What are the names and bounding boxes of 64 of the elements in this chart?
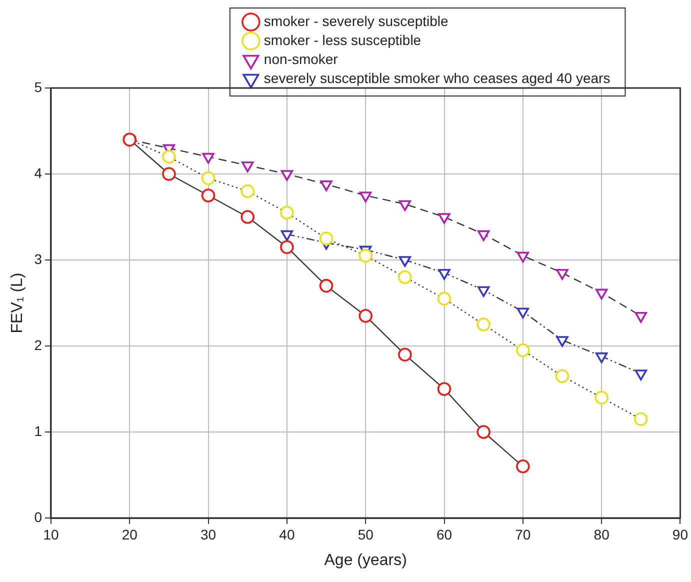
point: [201, 171, 216, 186]
point: [595, 352, 608, 364]
x-tick-label: 50: [358, 526, 374, 542]
point: [162, 167, 176, 181]
point: [280, 170, 294, 181]
point: [202, 152, 214, 164]
point: [358, 309, 372, 323]
x-tick-label: 70: [515, 526, 531, 542]
point: [320, 180, 332, 192]
x-tick-label: 40: [279, 526, 295, 542]
point: [634, 370, 647, 380]
point: [201, 188, 216, 202]
x-tick-label: 60: [436, 526, 452, 542]
x-tick-label: 90: [672, 526, 688, 542]
y-tick-label: 0: [34, 508, 42, 525]
point: [398, 348, 412, 362]
point: [477, 230, 490, 242]
point: [476, 425, 490, 439]
point: [477, 286, 490, 297]
point: [242, 162, 254, 172]
point: [634, 412, 648, 426]
point: [438, 269, 450, 280]
point: [516, 460, 530, 474]
point: [438, 213, 450, 224]
point: [516, 252, 530, 263]
point: [476, 318, 490, 332]
point: [556, 269, 568, 280]
legend-label: smoker - severely susceptible: [264, 12, 449, 29]
y-tick-label: 2: [34, 336, 42, 353]
point: [319, 232, 334, 246]
point: [398, 270, 412, 284]
legend-label: smoker - less susceptible: [264, 32, 422, 48]
point: [360, 192, 372, 202]
y-tick-label: 3: [34, 250, 42, 267]
point: [162, 150, 176, 164]
point: [555, 369, 570, 383]
point: [634, 312, 647, 323]
point: [280, 206, 294, 220]
point: [240, 184, 255, 198]
point: [240, 210, 255, 224]
point: [516, 343, 530, 358]
point: [594, 390, 608, 404]
x-tick-label: 20: [122, 526, 138, 542]
point: [319, 278, 334, 293]
point: [398, 200, 412, 211]
point: [437, 292, 452, 306]
x-tick-label: 30: [200, 526, 216, 542]
x-axis-title: Age (years): [324, 552, 407, 569]
y-tick-label: 5: [34, 78, 42, 95]
legend-label: non-smoker: [264, 50, 338, 67]
point: [516, 308, 530, 318]
point: [280, 240, 294, 254]
y-tick-label: 1: [34, 422, 42, 439]
point: [358, 248, 372, 263]
x-tick-label: 10: [43, 526, 59, 542]
point: [398, 256, 412, 267]
y-tick-label: 4: [34, 164, 42, 181]
legend-label: severely susceptible smoker who ceases aged 40 years: [264, 70, 610, 86]
point: [280, 230, 294, 242]
point: [437, 382, 452, 396]
y-axis-title: FEV₁ (L): [9, 272, 26, 334]
x-tick-label: 80: [594, 526, 610, 542]
point: [556, 336, 568, 347]
point: [595, 288, 608, 300]
